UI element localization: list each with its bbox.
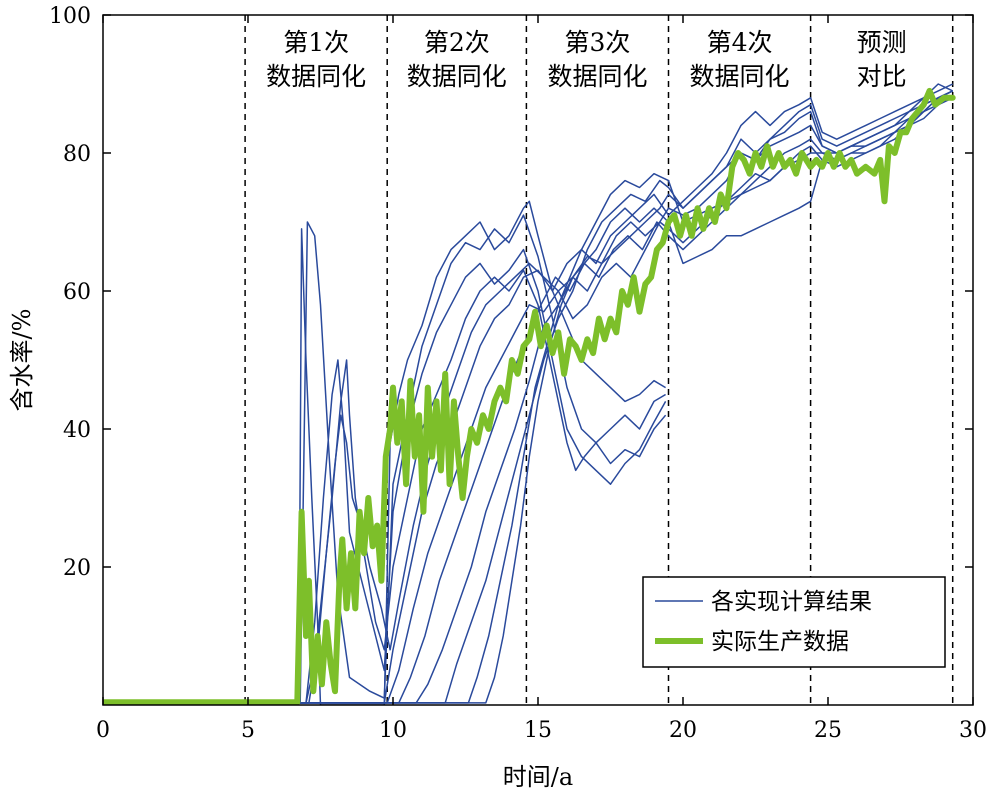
y-tick-label: 60 bbox=[63, 280, 91, 305]
x-axis-label: 时间/a bbox=[503, 763, 573, 791]
y-tick-label: 80 bbox=[63, 142, 91, 167]
phase-label-3-line-1: 第3次 bbox=[564, 28, 630, 57]
phase-label-5-line-1: 预测 bbox=[857, 28, 907, 57]
phase-label-2-line-1: 第2次 bbox=[424, 28, 490, 57]
phase-label-5-line-2: 对比 bbox=[857, 62, 907, 91]
y-tick-label: 100 bbox=[49, 4, 91, 29]
y-tick-label: 20 bbox=[63, 556, 91, 581]
realization-line-12 bbox=[103, 97, 954, 704]
realization-line-9 bbox=[103, 97, 954, 704]
realization-line-8 bbox=[103, 90, 954, 704]
phase-label-1-line-2: 数据同化 bbox=[266, 62, 366, 91]
phase-label-4-line-2: 数据同化 bbox=[690, 62, 790, 91]
phase-label-3-line-2: 数据同化 bbox=[547, 62, 647, 91]
phase-label-2-line-2: 数据同化 bbox=[407, 62, 507, 91]
phase-label-4-line-1: 第4次 bbox=[707, 28, 773, 57]
legend-label-actual: 实际生产数据 bbox=[711, 629, 849, 655]
phase-dividers bbox=[244, 15, 954, 705]
realization-line-2 bbox=[103, 214, 667, 704]
y-tick-label: 40 bbox=[63, 418, 91, 443]
realization-line-4 bbox=[103, 269, 666, 704]
x-tick-label: 30 bbox=[959, 718, 987, 743]
legend-box bbox=[642, 576, 946, 668]
y-axis-label: 含水率/% bbox=[8, 309, 36, 412]
x-tick-label: 20 bbox=[669, 718, 697, 743]
phase-label-1-line-1: 第1次 bbox=[283, 28, 349, 57]
x-tick-label: 25 bbox=[814, 718, 842, 743]
axis-ticks: 0 5 10 15 20 25 30 20 40 60 80 100 bbox=[49, 4, 987, 743]
x-tick-label: 10 bbox=[379, 718, 407, 743]
realization-line-10 bbox=[103, 90, 954, 704]
realization-line-1 bbox=[103, 200, 666, 705]
x-tick-label: 5 bbox=[241, 718, 255, 743]
x-tick-label: 15 bbox=[524, 718, 552, 743]
legend-label-realization: 各实现计算结果 bbox=[711, 589, 872, 615]
actual-production-line bbox=[103, 87, 956, 705]
realization-line-3 bbox=[103, 248, 667, 704]
series-layer bbox=[103, 83, 956, 705]
x-tick-label: 0 bbox=[96, 718, 110, 743]
realization-line-11 bbox=[103, 97, 953, 704]
